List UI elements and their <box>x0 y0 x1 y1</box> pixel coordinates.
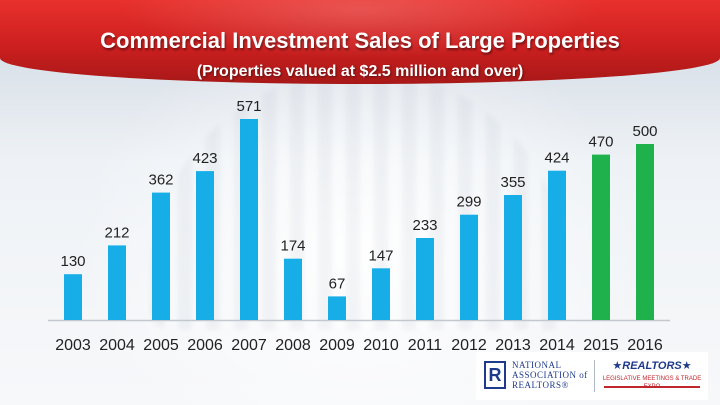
bar-2003 <box>64 274 82 320</box>
x-tick-label-2010: 2010 <box>363 337 399 354</box>
banner-shine <box>0 0 720 84</box>
x-tick-label-2014: 2014 <box>539 337 575 354</box>
bar-2008 <box>284 258 302 320</box>
x-tick-label-2011: 2011 <box>408 337 443 354</box>
x-tick-label-2016: 2016 <box>627 337 663 354</box>
nar-logo-text: NATIONAL ASSOCIATION of REALTORS® <box>512 360 592 390</box>
x-tick-label-2009: 2009 <box>319 337 355 354</box>
x-tick-label-2004: 2004 <box>99 337 135 354</box>
x-tick-label-2012: 2012 <box>451 337 487 354</box>
data-label-2010: 147 <box>368 247 393 264</box>
bar-2016 <box>636 144 654 320</box>
nar-logo-line-3: REALTORS® <box>512 380 569 390</box>
bar-2011 <box>416 238 434 320</box>
bar-2012 <box>460 214 478 320</box>
data-label-2013: 355 <box>500 174 525 191</box>
data-label-2008: 174 <box>280 238 305 255</box>
bar-2015 <box>592 154 610 320</box>
data-label-2009: 67 <box>329 275 346 292</box>
data-label-2006: 423 <box>192 150 217 167</box>
realtor-r-logo-icon: R <box>484 361 506 389</box>
data-label-2014: 424 <box>544 150 569 167</box>
data-label-2015: 470 <box>588 134 613 151</box>
realtors-expo-logo-underline <box>604 386 700 388</box>
data-label-2005: 362 <box>148 172 173 189</box>
realtors-expo-logo-title: ★REALTORS★ <box>612 360 692 372</box>
data-label-2011: 233 <box>412 217 437 234</box>
sponsor-logos: R NATIONAL ASSOCIATION of REALTORS® ★REA… <box>476 352 708 400</box>
x-tick-label-2006: 2006 <box>187 337 223 354</box>
bar-2006 <box>196 171 214 320</box>
chart-title: Commercial Investment Sales of Large Pro… <box>100 28 620 53</box>
x-tick-label-2003: 2003 <box>55 337 91 354</box>
nar-logo-line-1: NATIONAL <box>512 360 562 370</box>
x-tick-label-2007: 2007 <box>231 337 267 354</box>
bar-2007 <box>240 119 258 320</box>
data-label-2004: 212 <box>104 224 129 241</box>
x-tick-label-2005: 2005 <box>143 337 179 354</box>
bar-2009 <box>328 296 346 320</box>
title-banner <box>0 0 720 84</box>
nar-logo-line-2: ASSOCIATION of <box>512 370 588 380</box>
chart-subtitle: (Properties valued at $2.5 million and o… <box>196 63 524 80</box>
bar-2004 <box>108 245 126 320</box>
data-label-2016: 500 <box>632 123 657 140</box>
data-label-2012: 299 <box>456 194 481 211</box>
x-tick-label-2008: 2008 <box>275 337 311 354</box>
bar-2010 <box>372 268 390 320</box>
bar-2013 <box>504 195 522 320</box>
logo-divider <box>594 360 595 392</box>
x-tick-label-2013: 2013 <box>495 337 531 354</box>
bar-2005 <box>152 192 170 320</box>
bar-2014 <box>548 170 566 320</box>
realtors-expo-logo-subtitle: LEGISLATIVE MEETINGS & TRADE EXPO <box>602 376 702 390</box>
data-label-2003: 130 <box>60 253 85 270</box>
data-label-2007: 571 <box>236 98 261 115</box>
x-tick-label-2015: 2015 <box>583 337 619 354</box>
